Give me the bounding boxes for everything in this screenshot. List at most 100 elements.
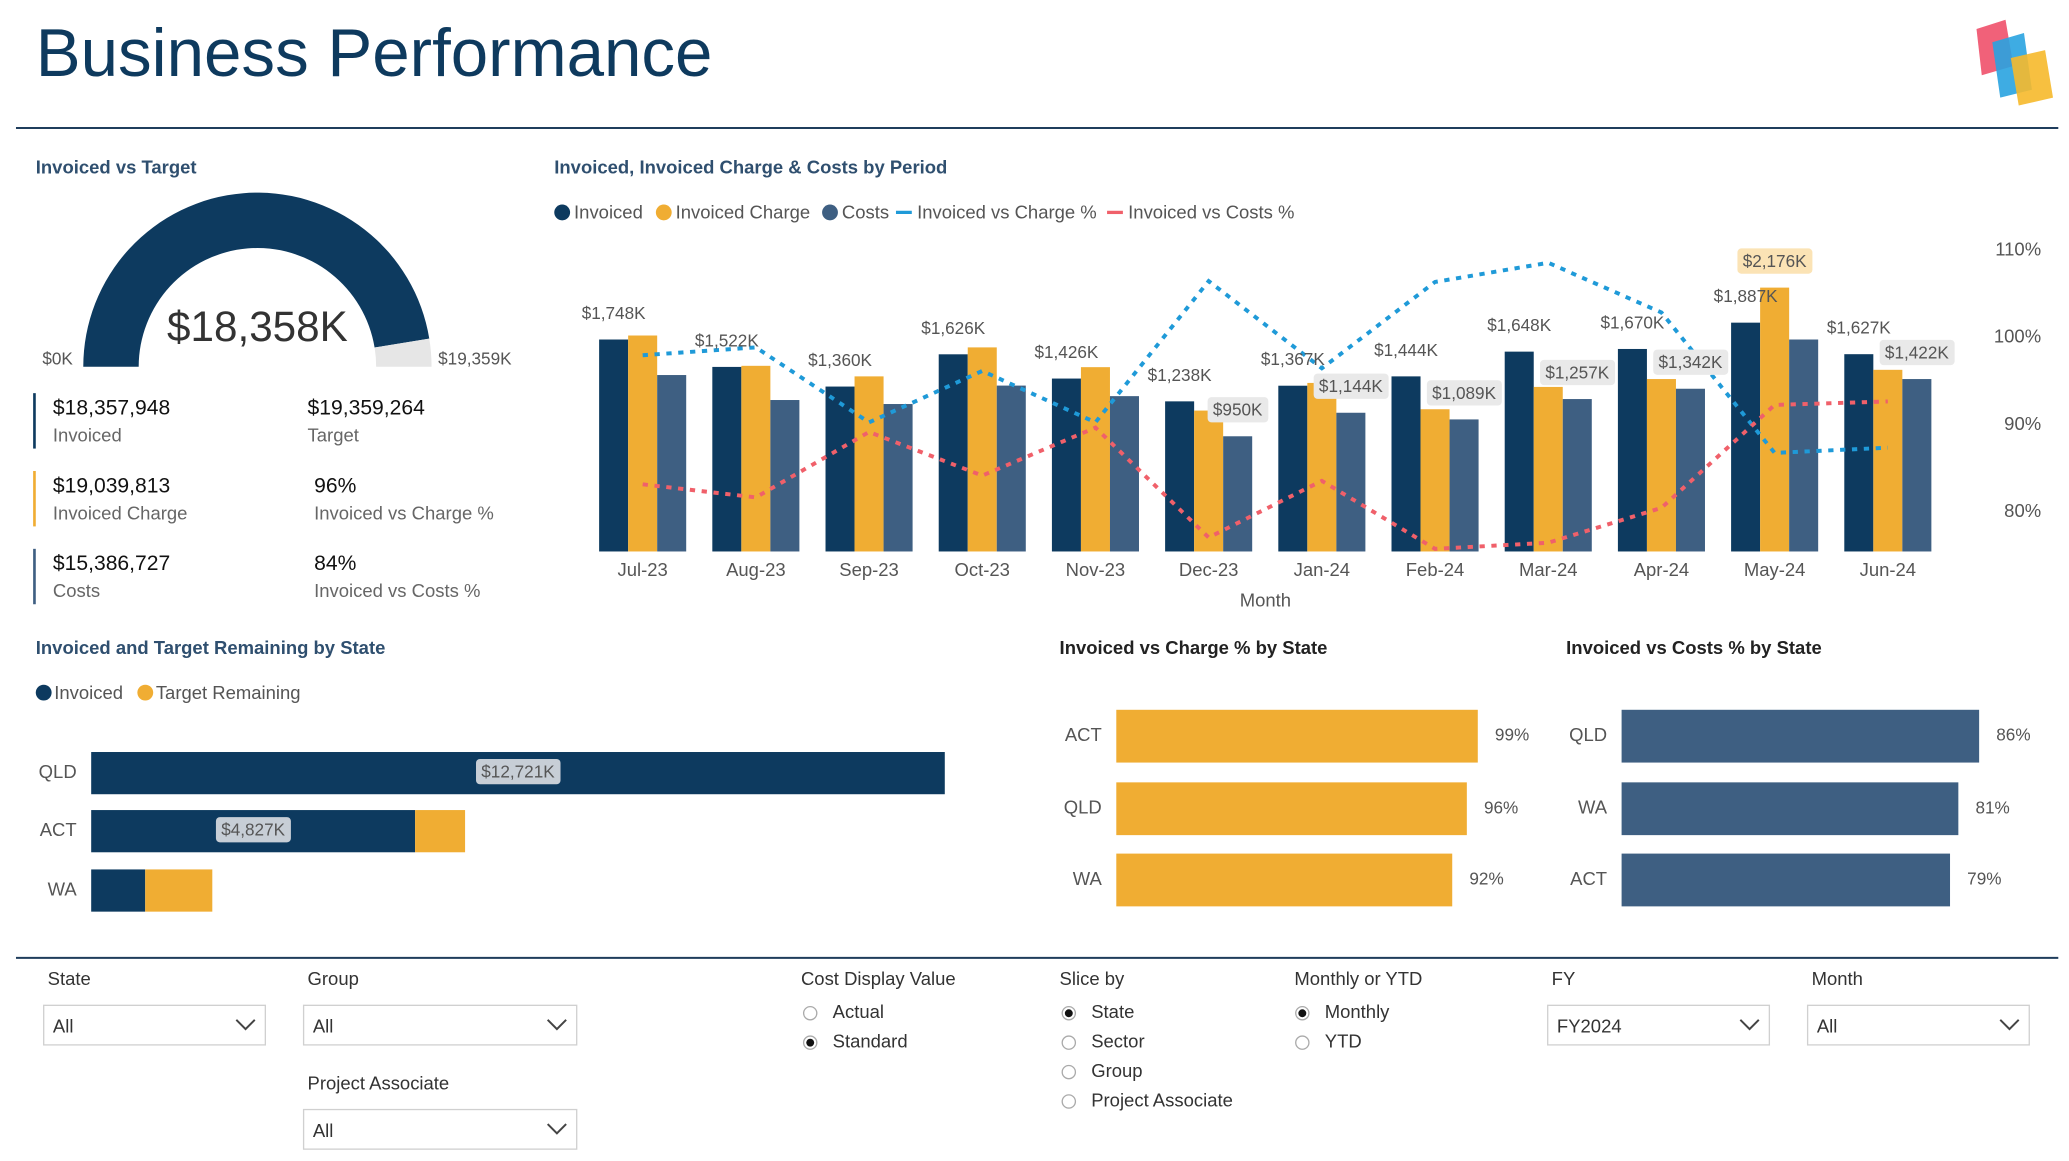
data-label: $1,367K <box>1261 349 1325 369</box>
dropdown[interactable]: FY2024 <box>1547 1004 1771 1046</box>
dropdown-box[interactable] <box>1547 1004 1771 1046</box>
radio-label: Project Associate <box>1091 1089 1233 1110</box>
dropdown-box[interactable] <box>302 1108 578 1150</box>
radio-dot <box>1298 1009 1307 1018</box>
y-tick-label: ACT <box>1065 724 1102 745</box>
gauge-min: $0K <box>42 349 73 369</box>
filter-label: State <box>48 968 91 989</box>
dropdown-value: All <box>53 1016 74 1037</box>
radio-label: Standard <box>833 1031 908 1052</box>
x-tick-label: Dec-23 <box>1179 559 1239 580</box>
bar <box>1165 401 1195 552</box>
kpi-label: Target <box>308 425 359 446</box>
radio[interactable] <box>1295 1035 1310 1050</box>
dropdown-chevron <box>546 1019 567 1031</box>
chart-title: Invoiced vs Costs % by State <box>1566 637 1822 658</box>
filter-label: Group <box>308 968 359 989</box>
radio-label: Sector <box>1091 1031 1144 1052</box>
bar <box>1116 709 1478 763</box>
bar <box>1109 396 1139 552</box>
bar <box>1504 351 1534 552</box>
kpi-value: $19,039,813 <box>53 474 170 497</box>
radio-label: Actual <box>833 1001 884 1022</box>
legend-label: Invoiced <box>574 202 643 223</box>
legend-label: Target Remaining <box>156 682 301 703</box>
radio-option[interactable]: YTD <box>1295 1031 1362 1052</box>
bar <box>854 376 884 552</box>
bar <box>1116 853 1453 907</box>
dropdown-chevron <box>1739 1019 1760 1031</box>
bar <box>883 404 913 552</box>
bar <box>1621 853 1951 907</box>
data-label: $1,627K <box>1827 318 1891 338</box>
radio[interactable] <box>802 1005 818 1021</box>
kpi-value: $15,386,727 <box>53 552 170 575</box>
dropdown[interactable]: All <box>302 1004 578 1046</box>
kpi-accent <box>33 548 36 605</box>
kpi-value: 84% <box>314 552 356 575</box>
data-label-bg <box>476 759 561 785</box>
radio[interactable] <box>1061 1064 1077 1080</box>
data-label: 86% <box>1996 725 2030 745</box>
data-label-bg <box>215 817 291 843</box>
data-label: $950K <box>1213 400 1263 420</box>
x-tick-label: Aug-23 <box>726 559 786 580</box>
legend-label: Invoiced vs Charge % <box>917 202 1097 223</box>
radio-option[interactable]: Monthly <box>1295 1001 1390 1022</box>
kpi-label: Costs <box>53 580 100 601</box>
data-label: $1,522K <box>695 330 759 350</box>
y2-tick-label: 100% <box>1994 326 2041 347</box>
gauge-remaining <box>374 338 432 367</box>
chart-title: Invoiced vs Target <box>36 157 197 178</box>
radio-option[interactable]: Sector <box>1061 1031 1145 1052</box>
dropdown-box[interactable] <box>1806 1004 2030 1046</box>
radio-label: State <box>1091 1001 1134 1022</box>
data-label: $1,426K <box>1034 342 1098 362</box>
data-label: $1,626K <box>921 318 985 338</box>
filter-label: FY <box>1552 968 1576 989</box>
bar <box>712 366 742 552</box>
gauge-label: $18,358K <box>167 303 348 350</box>
chart-title: Invoiced, Invoiced Charge & Costs by Per… <box>554 157 947 178</box>
kpi-value: $18,357,948 <box>53 397 170 420</box>
x-tick-label: Jul-23 <box>618 559 668 580</box>
dropdown-box[interactable] <box>43 1004 266 1046</box>
dropdown-value: FY2024 <box>1557 1016 1622 1037</box>
filter-label: Project Associate <box>308 1072 450 1093</box>
kpi-label: Invoiced vs Charge % <box>314 502 494 523</box>
dropdown[interactable]: All <box>302 1108 578 1150</box>
data-label: $1,360K <box>808 350 872 370</box>
filter-label: Monthly or YTD <box>1294 968 1422 989</box>
bar <box>1116 782 1467 836</box>
y2-tick-label: 110% <box>1995 238 2041 259</box>
radio-option[interactable]: Actual <box>802 1001 884 1022</box>
radio-option[interactable]: Project Associate <box>1061 1089 1233 1110</box>
bar <box>1278 385 1308 552</box>
radio[interactable] <box>1061 1094 1077 1109</box>
radio-option[interactable]: Standard <box>802 1031 908 1052</box>
gauge-max: $19,359K <box>438 349 512 369</box>
dropdown[interactable]: All <box>1806 1004 2030 1046</box>
dropdown[interactable]: All <box>43 1004 266 1046</box>
radio-option[interactable]: Group <box>1061 1060 1143 1081</box>
data-label-bg <box>1313 373 1389 399</box>
x-tick-label: Apr-24 <box>1634 559 1689 580</box>
radio-option[interactable]: State <box>1061 1001 1134 1022</box>
data-label: $1,887K <box>1714 286 1778 306</box>
chart-title: Invoiced vs Charge % by State <box>1060 637 1328 658</box>
legend-swatch <box>554 204 571 221</box>
bar <box>599 339 629 552</box>
x-tick-label: May-24 <box>1744 559 1806 580</box>
x-tick-label: Mar-24 <box>1519 559 1578 580</box>
dropdown-value: All <box>313 1016 334 1037</box>
data-label: 96% <box>1484 797 1518 817</box>
y-tick-label: QLD <box>39 761 77 782</box>
dropdown-box[interactable] <box>302 1004 578 1046</box>
kpi-value: 96% <box>314 474 356 497</box>
data-label-bg <box>1879 339 1955 366</box>
bar <box>1646 379 1676 552</box>
line-series <box>642 260 1888 455</box>
bar <box>1731 322 1761 552</box>
data-label: 79% <box>1967 869 2001 889</box>
radio[interactable] <box>1061 1035 1077 1050</box>
